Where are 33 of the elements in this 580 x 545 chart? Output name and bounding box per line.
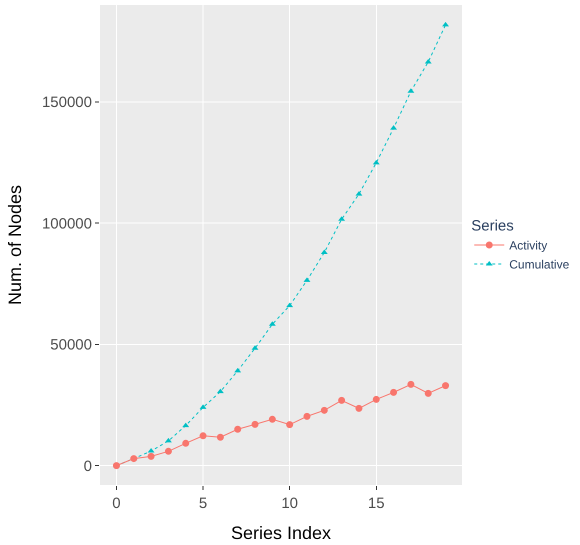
- legend-title: Series: [471, 218, 514, 234]
- x-tick-label: 10: [281, 495, 298, 512]
- point: [234, 426, 242, 433]
- point: [320, 406, 328, 414]
- point: [216, 434, 224, 441]
- y-tick-label: 50000: [50, 336, 92, 354]
- point: [303, 412, 310, 420]
- point: [304, 277, 310, 282]
- point: [390, 388, 398, 396]
- point: [148, 452, 155, 460]
- point: [182, 440, 190, 447]
- x-tick-label: 15: [368, 495, 385, 512]
- point: [164, 448, 172, 455]
- x-tick-label: 5: [198, 495, 208, 512]
- point: [338, 396, 346, 404]
- point: [355, 404, 362, 412]
- point: [252, 420, 259, 428]
- point: [268, 416, 276, 423]
- point: [372, 396, 380, 403]
- legend-label: Cumulative: [509, 258, 570, 272]
- point: [252, 345, 258, 350]
- point: [442, 382, 450, 390]
- x-axis-title: Series Index: [230, 523, 332, 544]
- point: [407, 380, 414, 388]
- point: [424, 390, 432, 397]
- legend-label: Activity: [509, 238, 548, 253]
- x-tick-label: 0: [112, 495, 121, 512]
- point: [200, 432, 207, 440]
- point: [286, 421, 294, 428]
- y-tick-label: 150000: [42, 94, 92, 112]
- y-axis-title: Num. of Nodes: [5, 184, 26, 306]
- y-tick-label: 0: [84, 458, 92, 475]
- y-tick-label: 100000: [42, 215, 92, 232]
